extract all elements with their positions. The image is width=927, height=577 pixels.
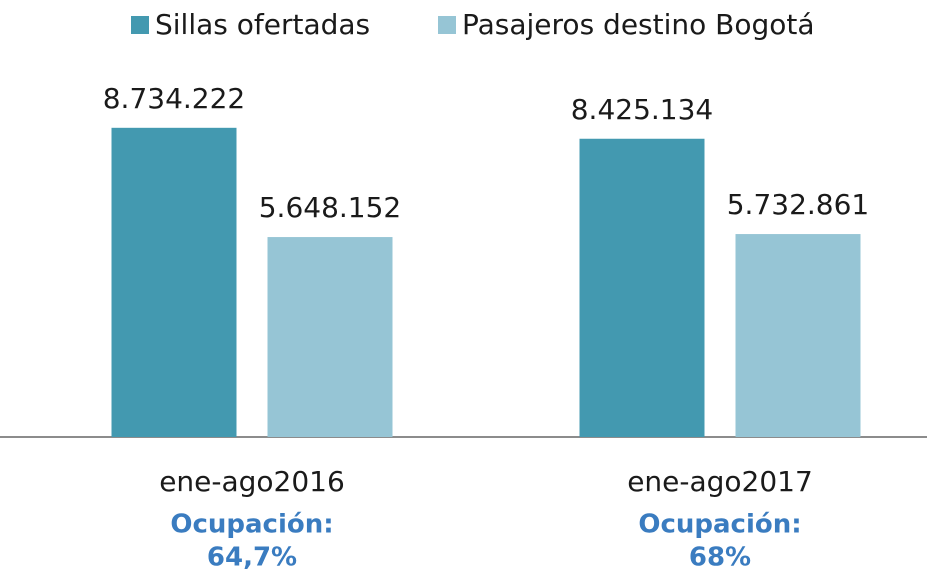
bar: [267, 237, 393, 437]
annotation: Ocupación:: [638, 510, 801, 540]
annotation: 64,7%: [207, 543, 297, 573]
legend-label: Sillas ofertadas: [155, 8, 370, 41]
x-tick-label: ene-ago2017: [627, 465, 813, 498]
bar: [111, 127, 237, 438]
annotation: Ocupación:: [170, 510, 333, 540]
legend-label: Pasajeros destino Bogotá: [462, 8, 815, 41]
annotation: 68%: [689, 543, 751, 573]
legend-marker: [438, 16, 456, 34]
bar: [735, 234, 861, 437]
value-label: 8.425.134: [571, 93, 714, 126]
value-label: 8.734.222: [103, 82, 246, 115]
value-label: 5.732.861: [727, 188, 870, 221]
bar: [579, 138, 705, 438]
value-label: 5.648.152: [259, 191, 402, 224]
x-tick-label: ene-ago2016: [159, 465, 345, 498]
legend-marker: [131, 16, 149, 34]
